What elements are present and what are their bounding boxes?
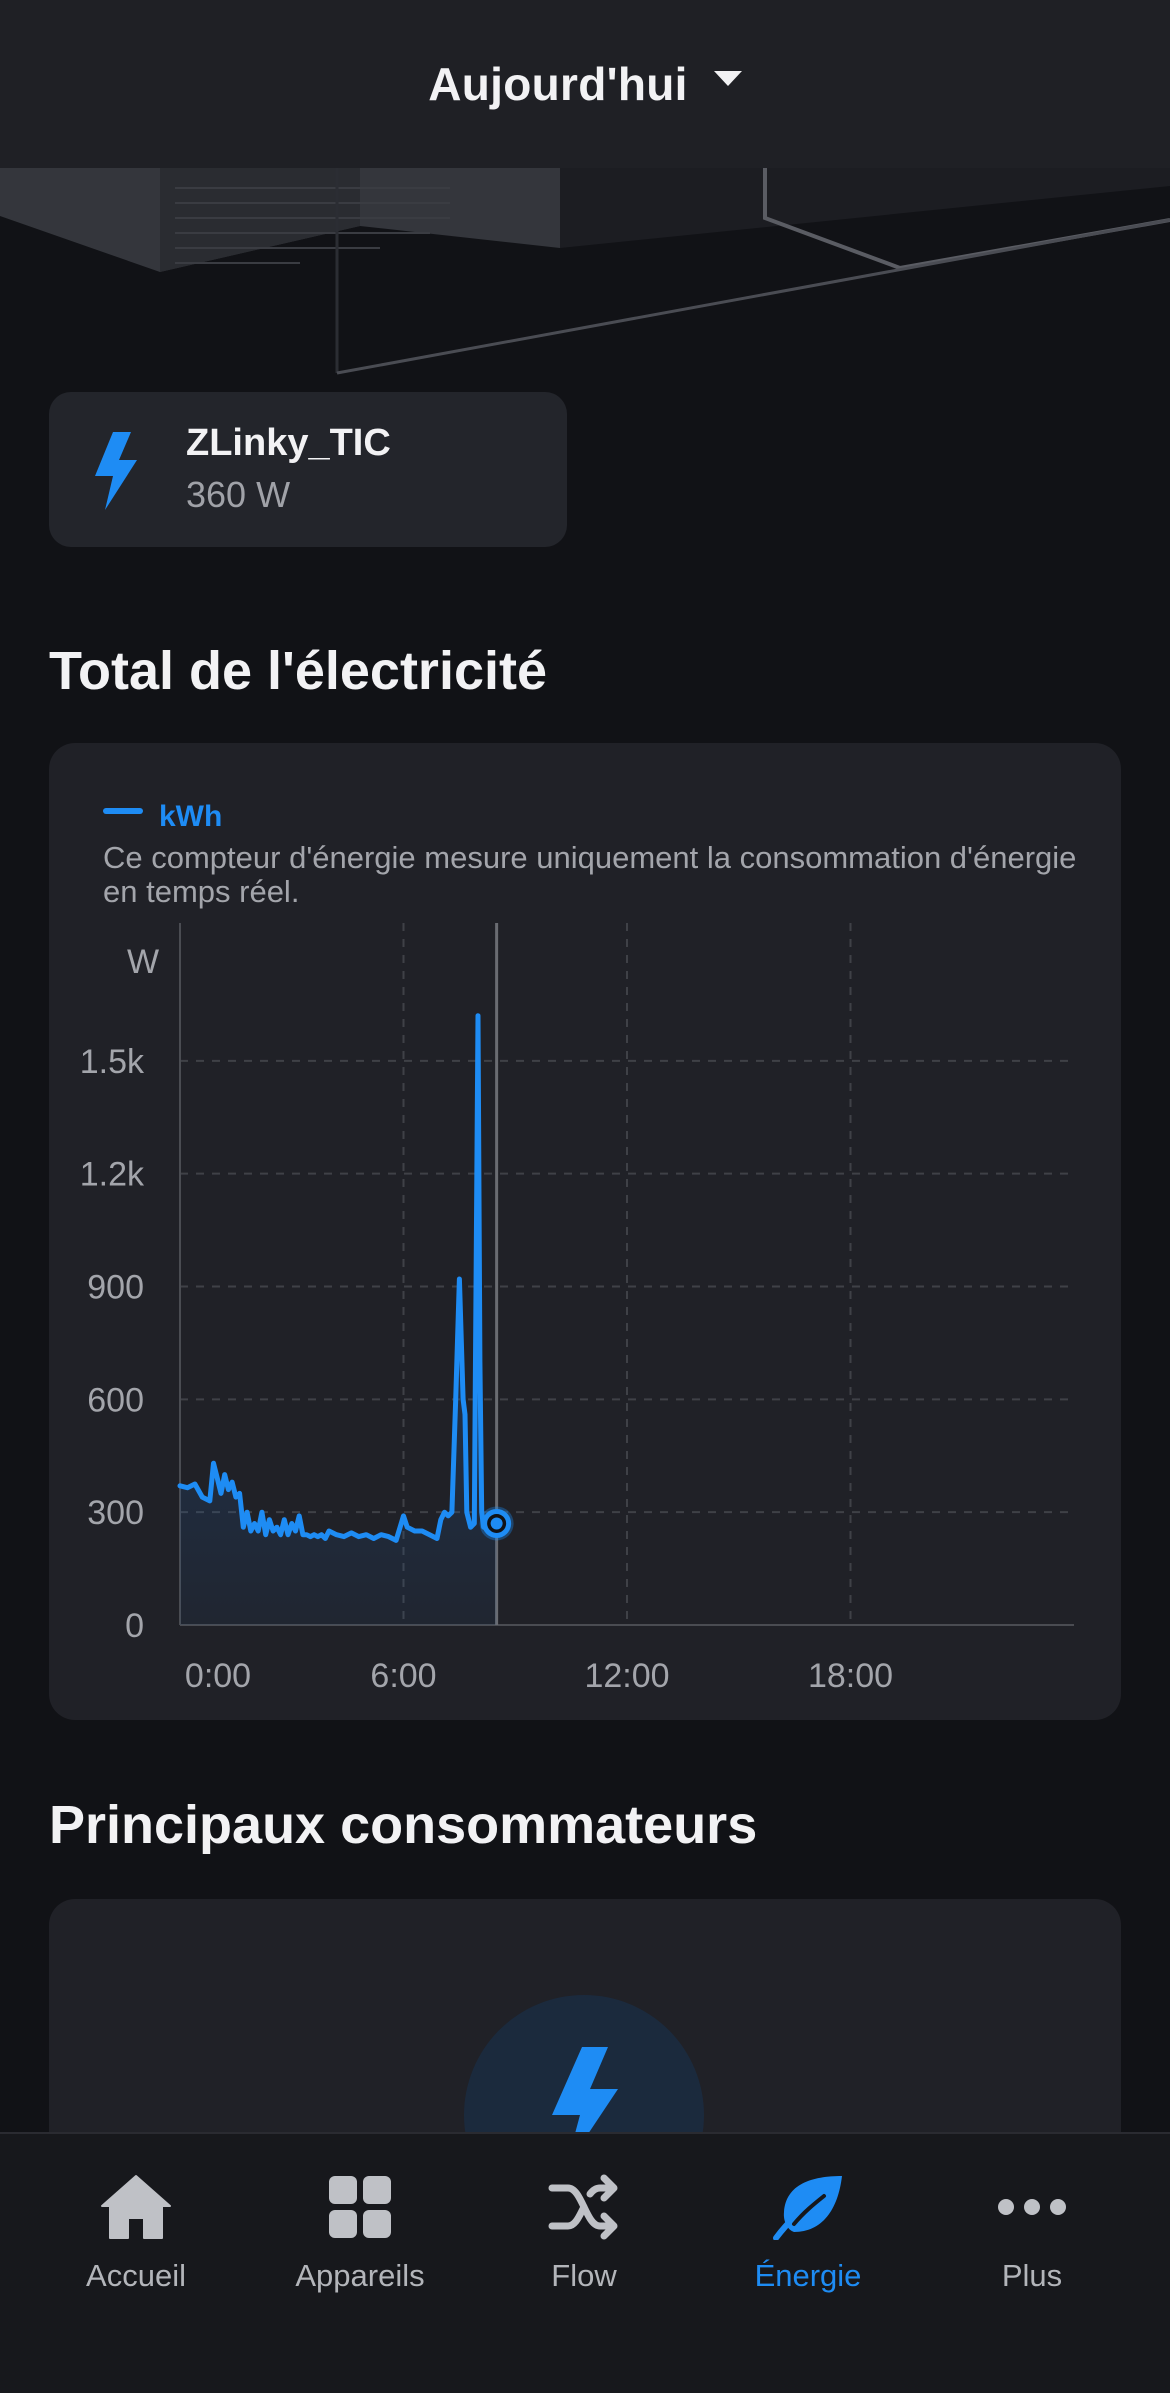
home-icon	[101, 2175, 171, 2239]
series-line	[177, 1013, 500, 1543]
x-tick-label: 0:00	[185, 1657, 251, 1695]
leaf-icon	[773, 2176, 842, 2240]
cursor-point-center	[490, 1517, 503, 1530]
tab-appareils[interactable]: Appareils	[248, 2174, 472, 2324]
x-tick-label: 12:00	[584, 1657, 669, 1695]
bottom-tab-bar: Accueil Appareils Flow Énergie	[0, 2132, 1170, 2393]
y-tick-label: 600	[87, 1381, 144, 1419]
y-tick-label: 0	[125, 1607, 144, 1645]
x-tick-label: 6:00	[370, 1657, 436, 1695]
header-title: Aujourd'hui	[428, 58, 688, 110]
y-tick-label: 300	[87, 1494, 144, 1532]
legend-label[interactable]: kWh	[159, 800, 223, 833]
series-area	[180, 1015, 497, 1625]
tab-plus[interactable]: Plus	[920, 2174, 1144, 2324]
tab-label: Flow	[551, 2258, 617, 2293]
y-tick-label: 900	[87, 1269, 144, 1307]
device-power-value: 360 W	[186, 474, 291, 515]
legend-swatch	[103, 808, 143, 814]
tab-accueil[interactable]: Accueil	[24, 2174, 248, 2324]
shuffle-icon	[548, 2174, 618, 2240]
device-name: ZLinky_TIC	[186, 422, 391, 464]
lightning-bolt-icon	[552, 2047, 618, 2167]
caret-down-icon	[713, 70, 742, 86]
date-range-selector[interactable]: Aujourd'hui	[0, 0, 1170, 168]
tab-energie[interactable]: Énergie	[696, 2174, 920, 2324]
tab-label: Énergie	[754, 2258, 862, 2293]
consumers-section-title: Principaux consommateurs	[49, 1795, 758, 1855]
device-card[interactable]: ZLinky_TIC 360 W	[49, 392, 567, 547]
tab-label: Appareils	[295, 2258, 425, 2293]
tab-label: Accueil	[86, 2258, 186, 2293]
tab-flow[interactable]: Flow	[472, 2174, 696, 2324]
chart-description: Ce compteur d'énergie mesure uniquement …	[103, 840, 1077, 909]
lightning-bolt-icon	[95, 432, 137, 510]
x-tick-label: 18:00	[808, 1657, 893, 1695]
y-axis-label: W	[127, 943, 159, 981]
electricity-chart-card: kWh Ce compteur d'énergie mesure uniquem…	[49, 743, 1121, 1720]
house-illustration	[0, 168, 1170, 375]
tab-label: Plus	[1001, 2258, 1063, 2293]
more-dots-icon	[998, 2199, 1066, 2215]
electricity-section-title: Total de l'électricité	[49, 641, 547, 701]
grid-icon	[329, 2176, 391, 2238]
energy-chart[interactable]: W 0 300 600 900 1.2k 1.5k 0:00 6:00 12:00 18:00	[49, 743, 1121, 1720]
y-tick-label: 1.5k	[80, 1043, 145, 1081]
y-tick-label: 1.2k	[80, 1156, 145, 1194]
